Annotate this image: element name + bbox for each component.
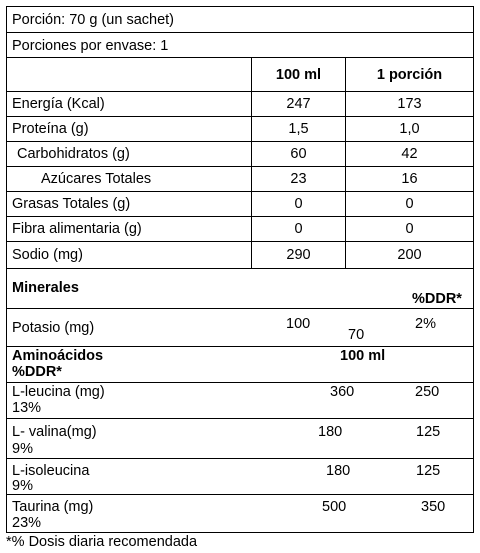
cell-100ml: 0 [251, 217, 345, 241]
amino-value-1: 180 [318, 424, 343, 440]
cell-portion: 200 [345, 242, 473, 268]
table-row: Grasas Totales (g) 0 0 [7, 192, 473, 217]
cell-portion: 173 [345, 92, 473, 116]
servings-per-container-text: Porciones por envase: 1 [12, 38, 169, 54]
nutrient-name: Sodio (mg) [12, 247, 83, 263]
mineral-value-2: 70 [348, 327, 365, 343]
amino-ddr: 13% [12, 400, 42, 416]
cell-100ml: 290 [251, 242, 345, 268]
amino-value-2: 125 [416, 424, 441, 440]
nutrient-per-100ml: 247 [286, 96, 311, 112]
amino-name: L- valina(mg) [12, 424, 97, 440]
minerals-title: Minerales [12, 280, 79, 296]
nutrient-per-100ml: 290 [286, 247, 311, 263]
cell-100ml: 23 [251, 167, 345, 191]
nutrient-per-100ml: 0 [294, 221, 303, 237]
nutrient-name: Azúcares Totales [41, 171, 152, 187]
table-row: Energía (Kcal) 247 173 [7, 92, 473, 117]
cell-portion: 0 [345, 217, 473, 241]
table-row: Sodio (mg) 290 200 [7, 242, 473, 269]
nutrient-per-portion: 200 [397, 247, 422, 263]
nutrient-per-100ml: 1,5 [288, 121, 309, 137]
mineral-name: Potasio (mg) [12, 320, 95, 336]
table-row: L- valina(mg) 9% 180 125 [7, 419, 473, 459]
amino-title: Aminoácidos [12, 348, 104, 364]
amino-value-1: 180 [326, 463, 351, 479]
cell-100ml: 60 [251, 142, 345, 166]
nutrient-name: Fibra alimentaria (g) [12, 221, 142, 237]
nutrient-name: Grasas Totales (g) [12, 196, 131, 212]
header-portion-cell: 1 porción [345, 58, 473, 91]
header-100ml-cell: 100 ml [251, 58, 345, 91]
amino-value-2: 350 [421, 499, 446, 515]
table-row: Carbohidratos (g) 60 42 [7, 142, 473, 167]
amino-ddr: 9% [12, 441, 33, 457]
table-row: Proteína (g) 1,5 1,0 [7, 117, 473, 142]
nutrient-per-portion: 0 [405, 221, 414, 237]
amino-name: Taurina (mg) [12, 499, 94, 515]
amino-ddr: 23% [12, 515, 42, 531]
nutrient-per-portion: 1,0 [399, 121, 420, 137]
table-header-row: 100 ml 1 porción [7, 58, 473, 92]
nutrient-name: Energía (Kcal) [12, 96, 105, 112]
cell-portion: 42 [345, 142, 473, 166]
nutrient-per-100ml: 23 [290, 171, 307, 187]
amino-ddr-header: %DDR* [12, 364, 62, 380]
serving-text: Porción: 70 g (un sachet) [12, 12, 175, 28]
table-row: L-leucina (mg) 13% 360 250 [7, 383, 473, 419]
header-100ml: 100 ml [275, 67, 322, 83]
nutrient-name: Proteína (g) [12, 121, 89, 137]
cell-portion: 0 [345, 192, 473, 216]
amino-value-1: 360 [330, 384, 355, 400]
minerals-header-row: Minerales %DDR* [7, 269, 473, 309]
cell-100ml: 0 [251, 192, 345, 216]
table-row: Fibra alimentaria (g) 0 0 [7, 217, 473, 242]
nutrient-per-portion: 0 [405, 196, 414, 212]
amino-header-row: Aminoácidos %DDR* 100 ml [7, 347, 473, 383]
nutrient-per-100ml: 60 [290, 146, 307, 162]
nutrition-facts-table: Porción: 70 g (un sachet) Porciones por … [6, 6, 474, 533]
nutrient-per-100ml: 0 [294, 196, 303, 212]
nutrient-per-portion: 16 [401, 171, 418, 187]
amino-value-2: 250 [415, 384, 440, 400]
footnote: *% Dosis diaria recomendada [6, 534, 198, 550]
amino-col-header: 100 ml [340, 348, 386, 364]
cell-portion: 1,0 [345, 117, 473, 141]
cell-100ml: 247 [251, 92, 345, 116]
table-row: Azúcares Totales 23 16 [7, 167, 473, 192]
cell-portion: 16 [345, 167, 473, 191]
mineral-ddr: 2% [415, 316, 436, 332]
amino-name: L-leucina (mg) [12, 384, 105, 400]
serving-row: Porción: 70 g (un sachet) [7, 7, 473, 33]
amino-value-1: 500 [322, 499, 347, 515]
nutrient-per-portion: 173 [397, 96, 422, 112]
minerals-ddr-header: %DDR* [412, 291, 462, 307]
amino-value-2: 125 [416, 463, 441, 479]
nutrient-name: Carbohidratos (g) [17, 146, 130, 162]
table-row: Taurina (mg) 23% 500 350 [7, 495, 473, 532]
table-row: L-isoleucina 9% 180 125 [7, 459, 473, 495]
amino-ddr: 9% [12, 478, 33, 494]
nutrient-per-portion: 42 [401, 146, 418, 162]
amino-name: L-isoleucina [12, 463, 90, 479]
header-portion: 1 porción [376, 67, 443, 83]
table-row: Potasio (mg) 100 70 2% [7, 309, 473, 347]
cell-100ml: 1,5 [251, 117, 345, 141]
servings-per-container-row: Porciones por envase: 1 [7, 33, 473, 58]
mineral-value-1: 100 [286, 316, 311, 332]
